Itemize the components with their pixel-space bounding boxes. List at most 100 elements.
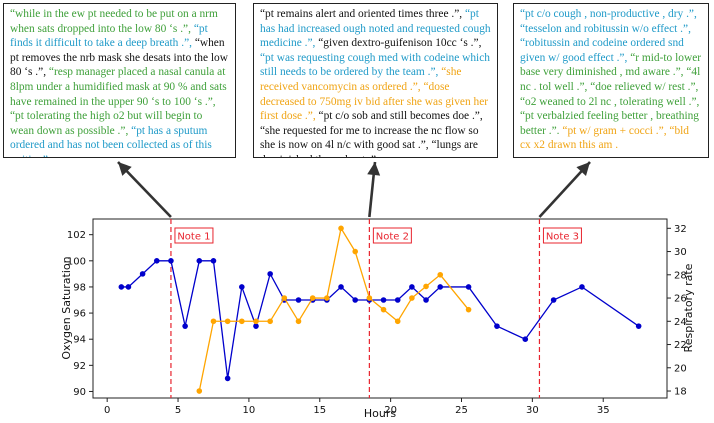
y2-tick-label: 22 — [674, 340, 687, 351]
oxygen-point — [465, 284, 472, 290]
note-2-arrowhead — [367, 162, 381, 176]
resp-point — [366, 295, 373, 301]
y-axis-label: Oxygen Saturation — [60, 256, 73, 359]
oxygen-point — [494, 323, 500, 329]
y-tick-label: 100 — [67, 256, 86, 267]
oxygen-point — [153, 258, 160, 264]
note-3-segment: “pt c/o cough , non-productive , dry .”,… — [520, 8, 697, 64]
resp-point — [210, 318, 217, 325]
y-tick-label: 102 — [67, 230, 86, 241]
note-arrows — [117, 161, 591, 218]
x-axis: 0 5 10 15 20 25 30 35 — [104, 398, 610, 416]
x-tick-label: 30 — [526, 405, 539, 416]
resp-point — [267, 318, 273, 325]
x-tick-label: 0 — [104, 405, 110, 416]
oxygen-point — [437, 284, 444, 290]
note-1-segment: “when pt removes the nrb mask she desats… — [10, 37, 228, 79]
note-1-segment: “pt has a sputum ordered and has not bee… — [10, 124, 212, 157]
resp-point — [437, 271, 444, 278]
resp-point — [295, 318, 302, 325]
x-tick-label: 10 — [243, 405, 256, 416]
x-tick-label: 5 — [175, 405, 181, 416]
y-tick-label: 92 — [73, 361, 86, 372]
resp-point — [394, 318, 401, 325]
resp-point — [352, 248, 358, 255]
oxygen-point — [550, 297, 557, 303]
y-tick-label: 96 — [73, 309, 86, 320]
series-layer — [118, 225, 642, 394]
note-markers: Note 1 Note 2 Note 3 — [170, 219, 582, 398]
note-3-label: Note 3 — [546, 232, 579, 243]
y2-tick-label: 26 — [674, 294, 687, 305]
oxygen-point — [394, 297, 401, 303]
oxygen-point — [423, 297, 429, 303]
note-1-text-box: “while in the ew pt needed to be put on … — [3, 3, 236, 158]
note-2-segment: “pt remains alert and oriented times thr… — [260, 8, 465, 20]
oxygen-point — [338, 284, 344, 290]
x-tick-label: 25 — [455, 405, 468, 416]
note-2-segment: “pt c/o sob and still becomes doe .”, “s… — [260, 110, 483, 157]
oxygen-point — [239, 284, 245, 290]
y2-tick-label: 18 — [674, 387, 687, 398]
resp-point — [338, 225, 344, 232]
note-1-label-box — [174, 227, 214, 244]
note-3-arrowhead — [576, 162, 590, 176]
oxygen-point — [139, 271, 146, 277]
resp-point — [239, 318, 245, 325]
y2-tick-label: 32 — [674, 224, 687, 235]
resp-point — [380, 306, 387, 313]
resp-point — [409, 295, 415, 301]
note-2-segment: “pt has had increased ough noted and req… — [260, 8, 491, 50]
y-tick-label: 98 — [73, 282, 86, 293]
oxygen-point — [522, 336, 529, 343]
note-2-segment: “she received vancomycin as ordered .”, … — [260, 66, 489, 123]
y-tick-label: 90 — [73, 387, 86, 398]
note-2-segment: “given dextro-guifenison 10cc ‘s .”, — [318, 37, 482, 50]
note-3-segment: “r mid-to lower base very diminished , m… — [520, 51, 702, 137]
oxygen-point — [352, 297, 358, 303]
y2-tick-label: 28 — [674, 270, 687, 281]
resp-point — [309, 295, 316, 301]
y2-tick-label: 30 — [674, 247, 687, 258]
oxygen-point — [267, 271, 273, 277]
note-2-text-box: “pt remains alert and oriented times thr… — [253, 3, 498, 158]
oxygen-point — [409, 284, 415, 290]
series-resp-line — [198, 226, 470, 392]
oxygen-point — [182, 323, 188, 329]
series-oxygen-line — [121, 260, 640, 379]
resp-point — [324, 295, 330, 301]
oxygen-point — [295, 297, 302, 303]
note-1-arrowhead — [118, 162, 132, 176]
y-axis-left: 90 92 94 96 98 100 102 — [67, 230, 93, 398]
oxygen-point — [224, 375, 231, 382]
note-1-segment: “while in the ew pt needed to be put on … — [10, 8, 218, 35]
resp-point — [281, 295, 288, 301]
note-2-label-box — [372, 227, 412, 244]
oxygen-point — [380, 297, 387, 303]
y2-tick-label: 20 — [674, 363, 687, 374]
note-2-segment: “pt was requesting cough med with codein… — [260, 51, 490, 79]
plot-frame — [92, 218, 668, 399]
note-2-label: Note 2 — [376, 232, 409, 243]
note-1-segment: “pt finds it difficult to take a deep br… — [10, 22, 208, 50]
oxygen-point — [118, 284, 125, 290]
note-3-segment: “pt w/ gram + cocci .”, “bld cx x2 drawn… — [520, 124, 690, 152]
resp-point — [465, 306, 472, 313]
oxygen-point — [210, 258, 217, 264]
y-tick-label: 94 — [73, 335, 86, 346]
resp-point — [224, 318, 231, 325]
note-1-label: Note 1 — [177, 232, 210, 243]
y2-axis-label: Respiratory rate — [682, 263, 695, 352]
oxygen-point — [196, 258, 203, 264]
oxygen-point — [253, 323, 259, 329]
note-3-text-box: “pt c/o cough , non-productive , dry .”,… — [513, 3, 709, 158]
oxygen-point — [635, 323, 642, 329]
note-3-label-box — [542, 227, 582, 244]
x-tick-label: 15 — [313, 405, 326, 416]
x-tick-label: 35 — [597, 405, 610, 416]
y-axis-right: 18 20 22 24 26 28 30 32 — [667, 224, 687, 398]
note-1-segment: “resp manager placed a nasal canula at 8… — [10, 66, 227, 137]
x-tick-label: 20 — [384, 405, 397, 416]
resp-point — [423, 283, 429, 290]
